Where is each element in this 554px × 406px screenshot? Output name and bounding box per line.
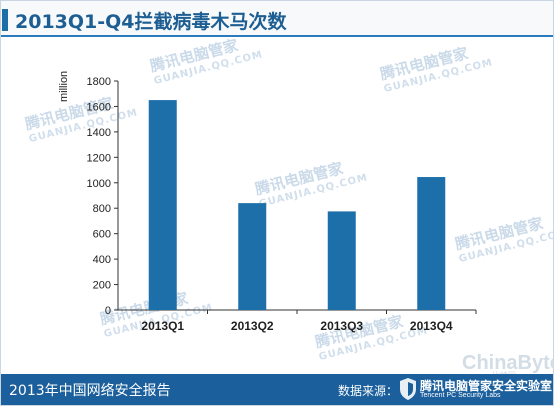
bar bbox=[327, 211, 356, 310]
y-tick-label: 200 bbox=[93, 280, 111, 292]
y-tick-label: 400 bbox=[93, 254, 111, 266]
y-tick-label: 1200 bbox=[87, 152, 111, 164]
bar bbox=[148, 100, 177, 310]
y-tick-label: 0 bbox=[105, 305, 111, 317]
x-tick-label: 2013Q1 bbox=[141, 319, 184, 333]
shield-icon bbox=[400, 378, 416, 400]
x-tick-label: 2013Q4 bbox=[410, 319, 453, 333]
title-bar: 2013Q1-Q4拦截病毒木马次数 bbox=[1, 1, 553, 35]
title-accent bbox=[2, 9, 8, 31]
y-tick-label: 1600 bbox=[87, 101, 111, 113]
y-tick-label: 800 bbox=[93, 203, 111, 215]
y-tick-label: 600 bbox=[93, 229, 111, 241]
chart-title: 2013Q1-Q4拦截病毒木马次数 bbox=[15, 11, 287, 33]
report-name: 2013年中国网络安全报告 bbox=[9, 383, 171, 399]
bar bbox=[417, 177, 446, 310]
y-tick-label: 1400 bbox=[87, 127, 111, 139]
x-tick-label: 2013Q2 bbox=[231, 319, 274, 333]
y-axis-label: million bbox=[58, 70, 70, 102]
y-tick-label: 1800 bbox=[87, 76, 111, 88]
title-rule bbox=[1, 35, 553, 37]
y-tick-label: 1000 bbox=[87, 178, 111, 190]
chinabyte-watermark: ChinaByte bbox=[462, 352, 554, 374]
logo-subtext: Tencent PC Security Labs bbox=[420, 392, 501, 399]
logo-text: 腾讯电脑管家安全实验室 bbox=[420, 379, 553, 393]
tencent-logo: 腾讯电脑管家安全实验室 Tencent PC Security Labs bbox=[398, 376, 553, 403]
x-tick-label: 2013Q3 bbox=[320, 319, 363, 333]
footer-bar: 2013年中国网络安全报告 数据来源： 腾讯电脑管家安全实验室 Tencent … bbox=[1, 374, 553, 405]
bar bbox=[238, 203, 267, 310]
source-label: 数据来源： bbox=[338, 384, 399, 398]
